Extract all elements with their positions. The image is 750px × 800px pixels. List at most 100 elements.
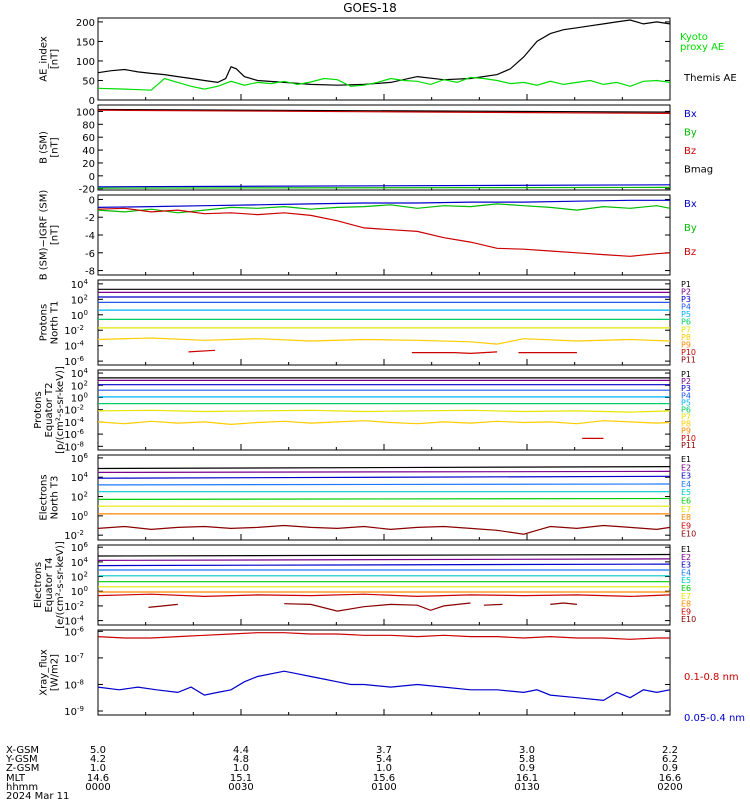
series-line-bz — [97, 109, 671, 114]
footer-value: 4.2 — [90, 754, 106, 765]
y-tick-label: 10-4 — [64, 340, 84, 353]
series-line-e1 — [97, 466, 671, 470]
y-tick-label: 10-6 — [64, 428, 84, 441]
footer-value: 0030 — [228, 782, 253, 793]
y-tick-label: 10-6 — [64, 355, 84, 368]
y-axis-label: AE_index — [39, 36, 50, 82]
panel-xray: 10-6 10-7 10-8 10-9 Xray_flux [W/m2] 0.1-0.8 n… — [39, 625, 746, 724]
legend-label: P9 — [681, 427, 691, 436]
series-line-e9 — [97, 593, 671, 598]
panel-frame — [97, 194, 671, 276]
footer-value: 0000 — [85, 782, 110, 793]
legend-label: E1 — [681, 545, 691, 554]
footer-value: 5.0 — [90, 745, 106, 756]
legend-label: P6 — [681, 405, 691, 414]
series-line-p8 — [97, 337, 671, 345]
legend-label: Bx — [684, 109, 697, 120]
legend-label: E9 — [681, 521, 691, 530]
y-tick-label: 200 — [76, 18, 95, 29]
y-axis-label: Protons — [33, 391, 44, 428]
legend-label: P4 — [681, 391, 691, 400]
y-tick-label: 100 — [71, 510, 88, 523]
series-line-by — [97, 203, 671, 214]
y-tick-label: -2 — [85, 213, 95, 224]
legend-label: E7 — [681, 505, 691, 514]
series-line-e10 — [284, 602, 471, 612]
legend-label: Bx — [684, 199, 697, 210]
y-tick-label: 104 — [71, 471, 89, 484]
legend-label: P9 — [681, 340, 691, 349]
series-line-p7 — [97, 409, 671, 413]
y-tick-label: 106 — [71, 541, 89, 554]
legend-label: Themis AE — [683, 73, 737, 84]
series-line-bx — [97, 199, 670, 208]
legend-label: E1 — [681, 455, 691, 464]
y-tick-label: 100 — [71, 391, 88, 404]
y-axis-label: [nT] — [50, 49, 61, 69]
footer-value: 3.0 — [519, 745, 535, 756]
legend-label: Bmag — [684, 165, 713, 176]
legend-label: E3 — [681, 561, 691, 570]
legend-label: P11 — [681, 355, 696, 364]
series-line-0-05-0-4-nm — [97, 670, 671, 702]
legend-label: P3 — [681, 384, 691, 393]
y-tick-label: 0 — [89, 96, 95, 107]
panel-frame — [97, 104, 671, 191]
y-tick-label: 100 — [76, 57, 95, 68]
series-line-e10 — [483, 603, 503, 606]
series-line-themis-ae — [97, 19, 671, 86]
y-tick-label: 80 — [82, 120, 95, 131]
legend-label: P2 — [681, 377, 691, 386]
legend-label: E2 — [681, 463, 691, 472]
y-tick-label: 10-2 — [64, 404, 84, 417]
panel-frame — [97, 629, 671, 716]
legend-label: P11 — [681, 441, 696, 450]
footer-row-label: 2024 Mar 11 — [6, 791, 69, 800]
y-tick-label: 100 — [71, 309, 88, 322]
y-tick-label: 104 — [71, 556, 89, 569]
y-tick-label: 10-7 — [64, 652, 84, 665]
y-tick-label: 10-8 — [64, 678, 84, 691]
figure-title: GOES-18 — [343, 1, 397, 15]
legend-label: 0.05-0.4 nm — [684, 713, 745, 724]
y-axis-label: [nT] — [50, 225, 61, 245]
footer-value: 2.2 — [662, 745, 678, 756]
y-tick-label: 104 — [71, 367, 89, 380]
series-line-bmag — [97, 108, 671, 113]
legend-label: P8 — [681, 420, 691, 429]
y-axis-label: B (SM) — [39, 131, 50, 164]
y-tick-label: 10-9 — [64, 705, 84, 718]
panel-frame — [97, 17, 671, 101]
y-tick-label: 0 — [89, 172, 95, 183]
legend-label: P6 — [681, 318, 691, 327]
legend-label: P10 — [681, 434, 696, 443]
legend-label: P5 — [681, 398, 691, 407]
legend-label: E8 — [681, 600, 691, 609]
legend-label: E8 — [681, 513, 691, 522]
legend-label: P8 — [681, 333, 691, 342]
footer-value: 1.0 — [90, 763, 106, 774]
y-tick-label: -20 — [79, 185, 95, 196]
series-line-bz — [97, 207, 671, 257]
legend-label: E5 — [681, 488, 691, 497]
series-line-e10 — [550, 602, 577, 605]
y-tick-label: 10-2 — [64, 324, 84, 337]
legend-label: P1 — [681, 280, 691, 289]
footer-value: 15.6 — [373, 773, 395, 784]
y-tick-label: 40 — [82, 146, 95, 157]
legend-label: Bz — [684, 146, 696, 157]
series-line-by — [97, 186, 671, 189]
legend-label: P5 — [681, 310, 691, 319]
y-tick-label: 102 — [71, 571, 88, 584]
series-line-p10 — [411, 351, 498, 355]
legend-label: P3 — [681, 295, 691, 304]
y-tick-label: 150 — [76, 37, 95, 48]
legend-label: proxy AE — [680, 42, 724, 53]
y-tick-label: 60 — [82, 133, 95, 144]
footer-value: 0.9 — [662, 763, 678, 774]
